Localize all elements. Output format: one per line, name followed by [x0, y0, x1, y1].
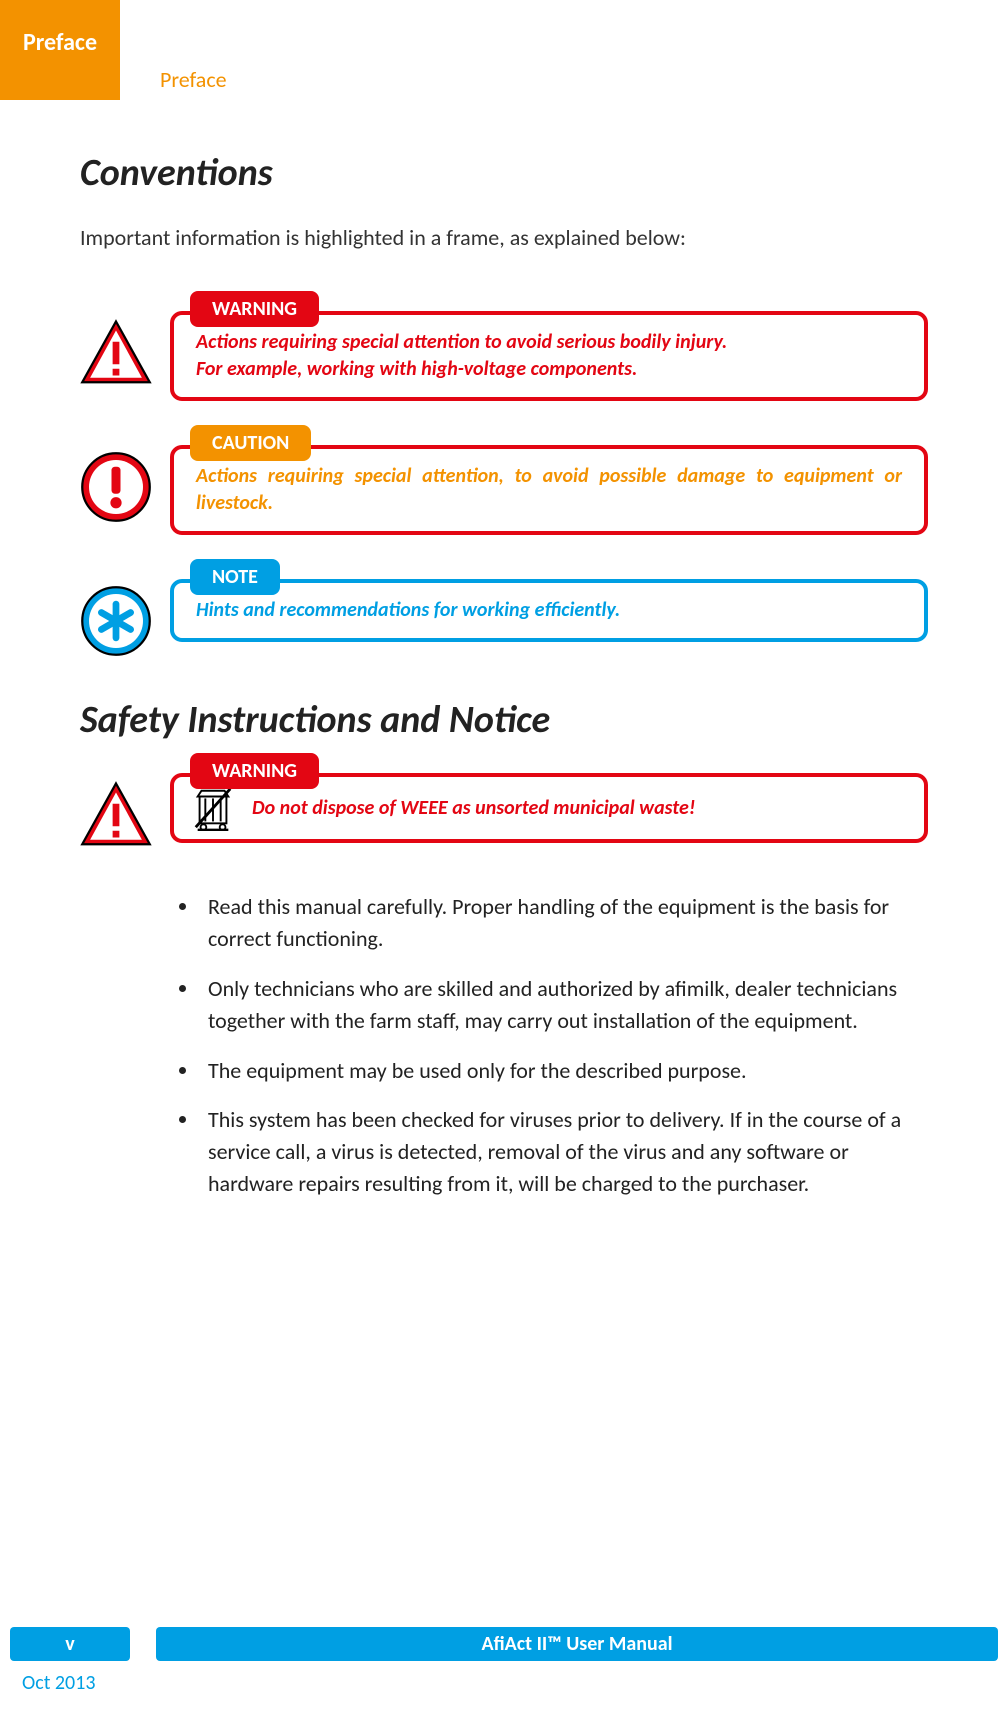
side-tab-label: Preface: [23, 28, 97, 57]
note-frame: Hints and recommendations for working ef…: [170, 579, 928, 642]
intro-text: Important information is highlighted in …: [80, 224, 928, 251]
footer-bar: v AfiAct II™ User Manual: [0, 1627, 1008, 1661]
side-tab: Preface: [0, 0, 120, 100]
heading-conventions: Conventions: [80, 150, 928, 196]
footer-date: Oct 2013: [22, 1671, 95, 1695]
page-content: Conventions Important information is hig…: [80, 150, 928, 1218]
weee-warning-tag: WARNING: [190, 753, 319, 789]
list-item: Only technicians who are skilled and aut…: [200, 973, 908, 1037]
heading-safety: Safety Instructions and Notice: [80, 697, 928, 743]
note-text: Hints and recommendations for working ef…: [196, 598, 620, 622]
callout-warning: WARNING Actions requiring special attent…: [80, 311, 928, 401]
footer-page-number: v: [10, 1627, 130, 1661]
warning-triangle-icon: [80, 317, 152, 389]
list-item: Read this manual carefully. Proper handl…: [200, 891, 908, 955]
footer-title: AfiAct II™ User Manual: [156, 1627, 998, 1661]
note-tag: NOTE: [190, 559, 280, 595]
warning-tag: WARNING: [190, 291, 319, 327]
callout-weee-warning: WARNING Do no: [80, 773, 928, 851]
caution-tag: CAUTION: [190, 425, 311, 461]
callout-note: NOTE Hints and recommendations for worki…: [80, 579, 928, 657]
breadcrumb: Preface: [160, 66, 227, 93]
note-asterisk-icon: [80, 585, 152, 657]
safety-list: Read this manual carefully. Proper handl…: [200, 891, 908, 1200]
list-item: The equipment may be used only for the d…: [200, 1055, 908, 1087]
weee-bin-icon: [190, 785, 236, 831]
callout-caution: CAUTION Actions requiring special attent…: [80, 445, 928, 535]
caution-circle-icon: [80, 451, 152, 523]
warning-text: Actions requiring special attention to a…: [196, 330, 727, 381]
warning-triangle-icon: [80, 779, 152, 851]
list-item: This system has been checked for viruses…: [200, 1104, 908, 1200]
caution-text: Actions requiring special attention, to …: [196, 464, 902, 515]
weee-text: Do not dispose of WEEE as unsorted munic…: [252, 795, 695, 822]
